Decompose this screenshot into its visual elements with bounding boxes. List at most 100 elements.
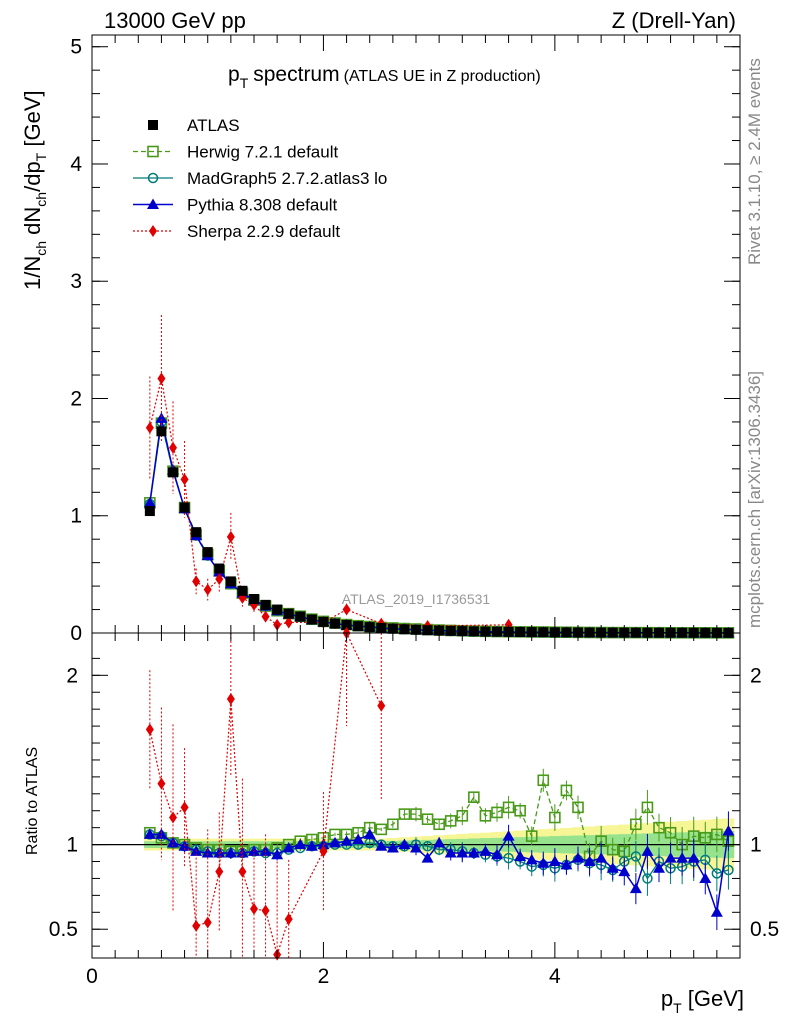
data-point [583, 855, 596, 867]
data-point [342, 603, 351, 616]
data-point [144, 506, 155, 517]
data-point [572, 852, 584, 863]
data-point [492, 626, 502, 637]
ratio-y-tick-label-right: 0.5 [750, 918, 779, 941]
data-point [155, 412, 168, 423]
data-point [676, 852, 689, 863]
legend-label: MadGraph5 2.7.2.atlas3 lo [187, 169, 387, 188]
main-y-tick-label: 4 [70, 153, 82, 176]
data-point [191, 527, 202, 538]
legend-marker [148, 120, 158, 130]
series-line [149, 630, 382, 957]
ratio-plot: 0.5 0.5 1 1 2 2 0 2 4 Ratio to ATLAS pT [GeV] [24, 627, 779, 1016]
series-line [149, 378, 509, 627]
legend: ATLAS Herwig 7.2.1 default MadGraph5 2.7.2… [133, 116, 387, 241]
data-point [467, 847, 480, 858]
data-point [261, 610, 270, 623]
data-point [653, 862, 665, 873]
data-point [156, 426, 167, 437]
x-tick-label: 4 [549, 965, 561, 988]
ratio-y-label: Ratio to ATLAS [24, 747, 41, 855]
data-point [525, 853, 538, 865]
data-point [479, 845, 492, 856]
data-point [353, 621, 364, 632]
series-sherpa-2-2-9-default [145, 314, 513, 632]
data-point [375, 823, 388, 836]
data-point [352, 833, 365, 845]
data-point [618, 865, 631, 877]
data-point [271, 848, 284, 860]
data-point [273, 618, 282, 631]
data-point [722, 825, 735, 836]
data-point [456, 847, 469, 858]
header-right: Z (Drell-Yan) [612, 8, 736, 33]
data-point [641, 845, 654, 856]
main-y-tick-label: 5 [70, 36, 82, 59]
data-point [224, 847, 237, 858]
data-point [155, 828, 168, 839]
data-point [606, 862, 619, 873]
data-point [642, 873, 653, 884]
data-point [711, 868, 723, 879]
data-point [491, 806, 503, 819]
data-point [250, 902, 258, 915]
data-point [664, 826, 677, 839]
data-point [225, 576, 236, 587]
mcplots-label: mcplots.cern.ch [arXiv:1306.3436] [745, 371, 764, 628]
x-tick-label: 2 [318, 965, 330, 988]
data-point [284, 616, 293, 629]
data-point [687, 852, 700, 863]
data-point [433, 818, 445, 831]
main-y-tick-label: 0 [70, 622, 82, 645]
data-point [561, 627, 572, 638]
data-point [214, 563, 225, 574]
data-point [491, 848, 503, 860]
data-point [422, 841, 433, 852]
ratio-plot-frame [91, 632, 741, 959]
x-tick-label: 0 [86, 965, 98, 988]
ratio-y-tick-label-right: 1 [750, 834, 762, 857]
data-point [215, 865, 224, 878]
data-point [261, 904, 270, 917]
data-point [145, 723, 154, 736]
data-point [226, 530, 235, 543]
data-point [226, 693, 235, 706]
data-point [203, 916, 212, 929]
data-point [203, 583, 212, 596]
x-axis-label: pT [GeV] [661, 986, 744, 1016]
data-point [502, 830, 515, 841]
data-point [572, 801, 584, 814]
main-y-tick-label: 1 [70, 505, 82, 528]
main-y-label: 1/Nch dNch/dpT [GeV] [20, 90, 49, 290]
data-point [192, 575, 201, 588]
data-point [317, 838, 330, 850]
data-point [145, 421, 154, 434]
data-point [606, 843, 619, 856]
data-point [283, 608, 294, 619]
data-point [422, 625, 433, 636]
legend-marker [149, 225, 157, 237]
data-point [595, 852, 608, 863]
ratio-y-tick-label: 2 [66, 664, 78, 687]
data-point [421, 852, 434, 863]
data-point [237, 585, 248, 596]
data-point [169, 441, 177, 454]
data-point [710, 906, 723, 917]
data-point [514, 850, 527, 861]
main-watermark: ATLAS_2019_I1736531 [342, 591, 491, 607]
data-point [238, 865, 247, 878]
data-point [202, 547, 213, 558]
data-point [201, 847, 214, 858]
data-point [157, 777, 166, 790]
data-point [711, 828, 723, 841]
data-point [456, 810, 469, 822]
data-point [284, 913, 293, 926]
data-point [305, 840, 318, 851]
data-point [479, 810, 492, 822]
data-point [629, 882, 642, 894]
data-point [653, 821, 665, 834]
data-point [433, 836, 446, 848]
main-y-tick-label: 3 [70, 270, 82, 293]
header-left: 13000 GeV pp [104, 8, 246, 33]
